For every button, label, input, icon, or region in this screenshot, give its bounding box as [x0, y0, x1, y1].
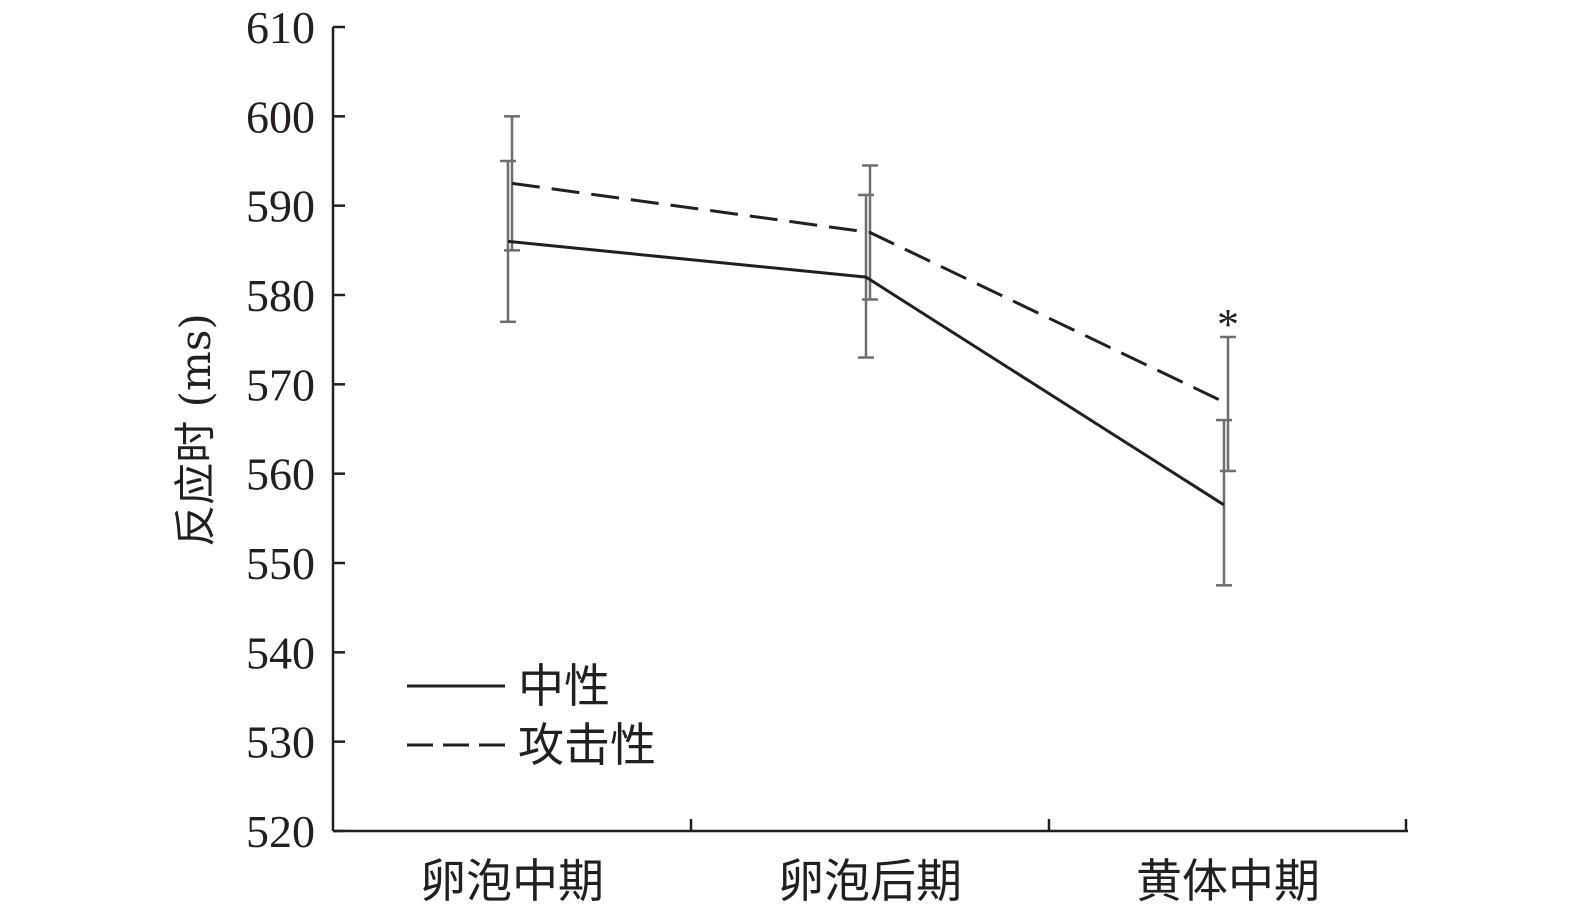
- y-tick-label: 550: [246, 538, 315, 589]
- x-ticks: 卵泡中期 卵泡后期 黄体中期: [420, 819, 1408, 908]
- x-category-label: 黄体中期: [1136, 854, 1320, 908]
- x-category-label: 卵泡后期: [778, 854, 962, 908]
- y-tick-label: 530: [246, 717, 315, 768]
- significance-marker: *: [1217, 300, 1239, 349]
- y-tick-label: 520: [246, 806, 315, 857]
- y-tick-label: 580: [246, 270, 315, 321]
- y-tick-label: 560: [246, 449, 315, 500]
- x-category-label: 卵泡中期: [420, 854, 604, 908]
- series-lines: [507, 181, 1229, 507]
- error-bars: [500, 115, 1236, 587]
- annotations: *: [1217, 300, 1239, 349]
- legend-label-0: 中性: [518, 659, 610, 713]
- y-tick-label: 540: [246, 627, 315, 678]
- y-tick-label: 570: [246, 359, 315, 410]
- y-tick-label: 590: [246, 181, 315, 232]
- series-line-1: [511, 181, 1229, 406]
- y-axis-label: 反应时 (ms): [171, 313, 220, 547]
- legend-label-1: 攻击性: [518, 718, 656, 772]
- series-line-0: [507, 239, 1225, 507]
- y-tick-label: 600: [246, 91, 315, 142]
- axes: [331, 27, 1408, 833]
- y-tick-label: 610: [246, 2, 315, 53]
- y-ticks: 520 530 540 550 560 570 580 590 600 610: [246, 2, 345, 857]
